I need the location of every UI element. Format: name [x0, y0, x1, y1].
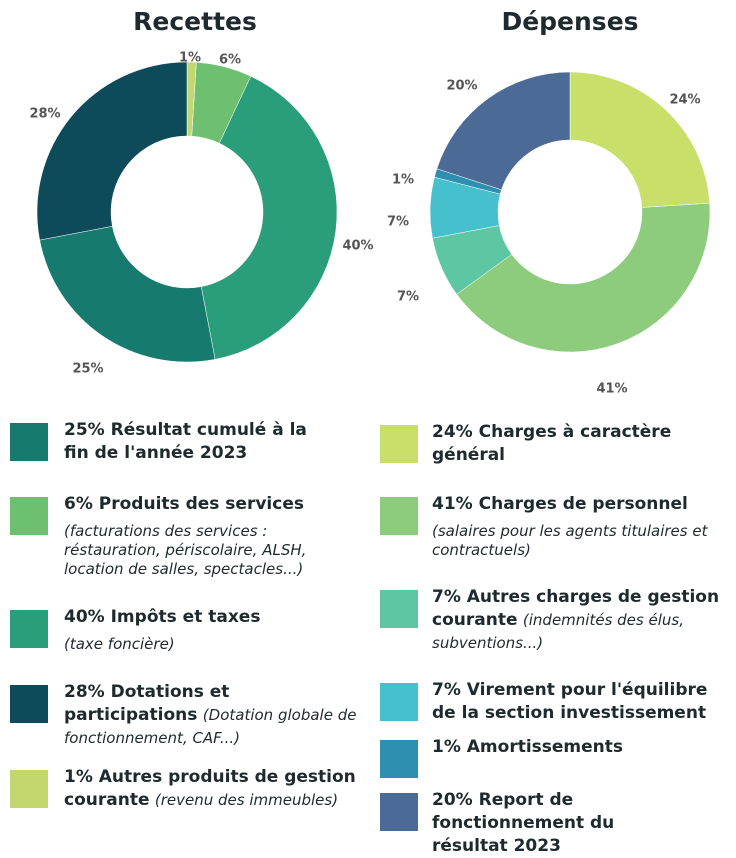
legend-swatch: [10, 685, 48, 723]
legend-item: 28% Dotations et participations (Dotatio…: [64, 681, 364, 750]
legend-swatch: [10, 423, 48, 461]
donut-slice: [39, 225, 216, 363]
value-label: 7%: [387, 215, 409, 230]
legend-note: (Dotation globale de fonctionnement, CAF…: [64, 706, 357, 747]
legend-swatch: [380, 683, 418, 721]
value-label: 25%: [72, 362, 103, 377]
value-label: 24%: [669, 93, 700, 108]
legend-item: 7% Autres charges de gestion courante (i…: [432, 586, 722, 655]
legend-swatch: [380, 590, 418, 628]
legend-note: (taxe foncière): [64, 635, 175, 653]
legend-note: (facturations des services : réstauratio…: [64, 522, 307, 578]
value-label: 1%: [392, 173, 414, 188]
value-label: 28%: [29, 107, 60, 122]
legend-label: 7% Virement pour l'équilibre de la secti…: [432, 680, 708, 723]
legend-note: (salaires pour les agents titulaires et …: [432, 522, 708, 559]
legend-item: 40% Impôts et taxes (taxe foncière): [64, 606, 364, 654]
legend-label: 41% Charges de personnel: [432, 494, 688, 514]
legend-label: 20% Report de fonctionnement du résultat…: [432, 790, 615, 856]
legend-label: 1% Amortissements: [432, 737, 624, 757]
legend-item: 1% Autres produits de gestion courante (…: [64, 766, 364, 812]
legend-label: 24% Charges à caractère général: [432, 422, 672, 465]
donut-slice: [569, 71, 710, 208]
donut-slice: [436, 71, 571, 191]
donut-slice: [456, 202, 711, 353]
value-label: 6%: [219, 53, 241, 68]
legend-swatch: [10, 770, 48, 808]
chart-title: Dépenses: [501, 7, 638, 36]
legend-swatch: [380, 740, 418, 778]
value-label: 41%: [596, 382, 627, 397]
legend-item: 24% Charges à caractère général: [432, 421, 732, 467]
value-label: 7%: [397, 290, 419, 305]
chart-title: Recettes: [133, 7, 257, 36]
legend-label: 28% Dotations et participations: [64, 682, 230, 725]
legend-item: 7% Virement pour l'équilibre de la secti…: [432, 679, 732, 725]
donut-slice: [200, 75, 338, 360]
legend-item: 25% Résultat cumulé à la fin de l'année …: [64, 419, 334, 465]
legend-label: 7% Autres charges de gestion courante: [432, 587, 720, 630]
legend-label: 25% Résultat cumulé à la fin de l'année …: [64, 420, 307, 463]
donut-slice: [36, 61, 188, 241]
value-label: 1%: [179, 51, 201, 66]
legend-label: 40% Impôts et taxes: [64, 607, 261, 627]
legend-note: (indemnités des élus, subventions...): [432, 611, 684, 652]
legend-swatch: [380, 497, 418, 535]
value-label: 20%: [446, 79, 477, 94]
legend-swatch: [10, 497, 48, 535]
legend-swatch: [380, 425, 418, 463]
legend-item: 6% Produits des services (facturations de…: [64, 493, 364, 579]
legend-item: 20% Report de fonctionnement du résultat…: [432, 789, 632, 858]
legend-swatch: [10, 610, 48, 648]
legend-label: 6% Produits des services: [64, 494, 304, 514]
charts: Recettes 1% 6% 40% 25% 28% Dépenses 24% 41% 7% 7% 1…: [29, 7, 711, 397]
legend-item: 1% Amortissements: [432, 736, 732, 759]
legend-note: (revenu des immeubles): [154, 791, 339, 809]
legend-label: 1% Autres produits de gestion courante: [64, 767, 356, 810]
legend-item: 41% Charges de personnel (salaires pour l…: [432, 493, 732, 560]
value-label: 40%: [342, 239, 373, 254]
legend-swatch: [380, 793, 418, 831]
